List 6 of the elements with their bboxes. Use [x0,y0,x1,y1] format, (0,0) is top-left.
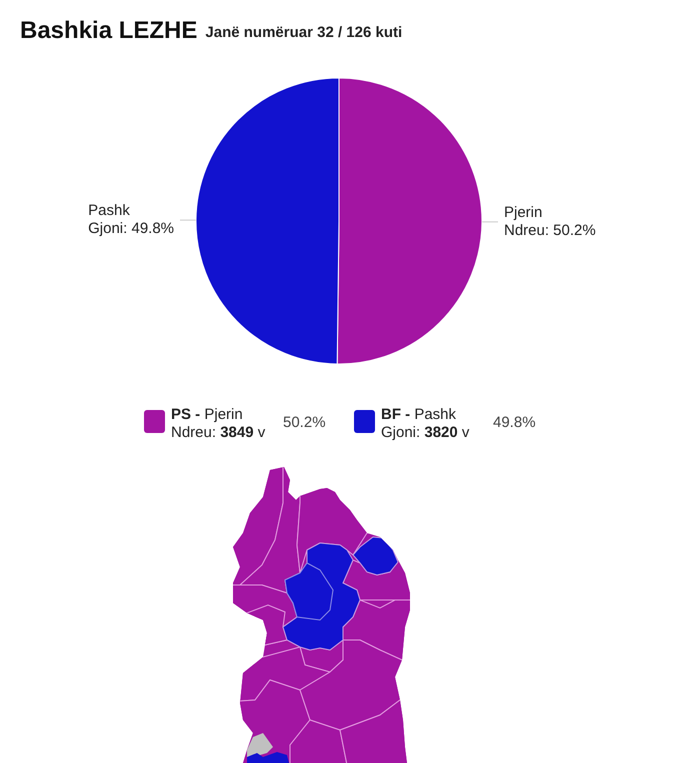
chart-subtitle: Janë numëruar 32 / 126 kuti [205,24,402,41]
chart-title: Bashkia LEZHE [20,17,198,44]
slice-label: Pjerin Ndreu: 50.2% [504,204,596,239]
slice-label: Pashk Gjoni: 49.8% [88,202,174,238]
text: PS - Pjerin Ndreu: 3849 v 50.2% [171,406,326,441]
text: BF - Pashk Gjoni: 3820 v 49.8% [381,406,536,441]
